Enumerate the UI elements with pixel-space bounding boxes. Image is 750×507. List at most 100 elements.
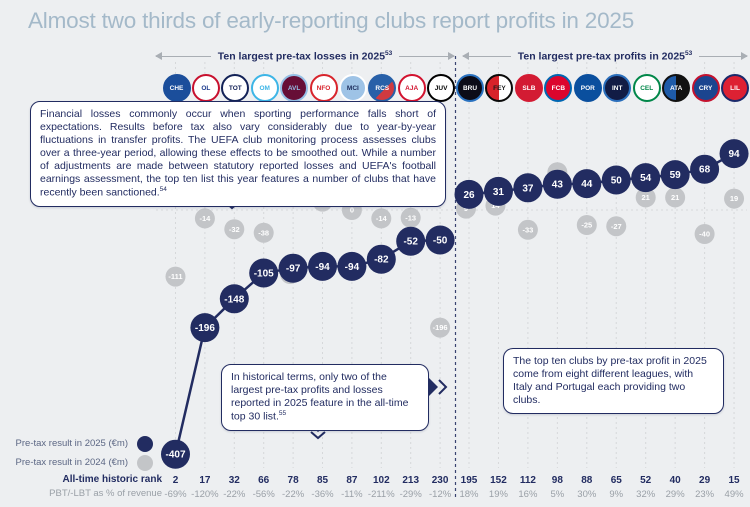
dot-2025-label: 59	[670, 170, 682, 181]
dot-2025-label: 44	[581, 179, 593, 190]
dot-2024-label: 9	[464, 204, 468, 213]
rank-value: 87	[346, 475, 358, 486]
legend-dot-2024-icon	[137, 454, 153, 471]
rank-value: 85	[316, 475, 329, 486]
losses-section-header: Ten largest pre-tax losses in 202553	[155, 49, 455, 63]
dot-2024-label: -40	[699, 230, 710, 239]
dot-2024-label: 0	[350, 206, 354, 215]
club-logo-marseille: OM	[250, 74, 279, 102]
dot-2025	[454, 179, 484, 209]
dot-2024	[194, 208, 215, 229]
rank-value: 52	[640, 475, 652, 486]
rank-value: 195	[460, 475, 478, 486]
dot-2025-label: 26	[463, 190, 475, 201]
pct-value: 9%	[609, 489, 624, 500]
club-logo-chelsea: CHE	[162, 74, 191, 102]
dot-2024	[665, 187, 686, 208]
page-title: Almost two thirds of early-reporting clu…	[28, 8, 635, 33]
club-logo-lille: LIL	[721, 74, 750, 102]
rank-value: 102	[372, 475, 390, 486]
dot-2024	[606, 216, 627, 237]
dot-2024	[371, 208, 392, 229]
dot-2025	[513, 173, 543, 203]
rank-value: 98	[551, 475, 563, 486]
club-logo-ajax: AJA	[397, 74, 426, 102]
club-logo-feyenoord: FEY	[485, 74, 514, 102]
dot-2025-label: -82	[374, 255, 389, 266]
historic-rank-text: In historical terms, only two of the lar…	[231, 371, 409, 423]
profits-leagues-text: The top ten clubs by pre-tax profit in 2…	[513, 355, 707, 407]
dot-2025	[690, 154, 720, 184]
right-arrow-icon	[699, 52, 748, 60]
dot-2025	[660, 160, 690, 190]
dot-2024	[430, 317, 451, 338]
club-logo-atalanta: ATA	[662, 74, 691, 102]
club-logo-olympique-lyonnais: OL	[191, 74, 220, 102]
dot-2024-label: -111	[168, 272, 182, 281]
dot-2025-label: -105	[254, 269, 274, 280]
dot-2024-label: 21	[671, 193, 679, 202]
dot-2025-label: 54	[640, 173, 652, 184]
dot-2025	[308, 251, 337, 281]
dot-2024	[724, 188, 745, 209]
legend-row-2025: Pre-tax result in 2025 (€m)	[10, 434, 153, 453]
dot-2025-label: -94	[345, 262, 360, 273]
pct-value: 16%	[518, 489, 538, 500]
profits-header-text: Ten largest pre-tax profits in 2025	[517, 50, 686, 63]
club-logo-manchester-city: MCI	[338, 74, 367, 102]
dot-2025	[337, 251, 367, 281]
losses-header-label: Ten largest pre-tax losses in 202553	[218, 50, 393, 63]
losses-explainer-text: Financial losses commonly occur when spo…	[40, 108, 436, 199]
dot-2025-label: 94	[728, 149, 740, 160]
dot-2024-label: -14	[376, 214, 388, 223]
dot-2025	[219, 284, 249, 314]
dot-2025-label: -97	[286, 264, 301, 275]
dot-2025-label: 37	[522, 183, 534, 194]
pct-value: -11%	[341, 489, 363, 500]
pct-value: 19%	[488, 489, 508, 500]
club-logo-bayern-m-nchen: FCB	[544, 74, 573, 102]
pct-value: -120%	[191, 489, 219, 500]
dot-2025	[601, 165, 631, 195]
club-logo-aston-villa: AVL	[280, 74, 309, 102]
dot-2024-label: -27	[611, 222, 622, 231]
dot-2024	[400, 207, 421, 228]
profits-leagues-callout: The top ten clubs by pre-tax profit in 2…	[503, 348, 724, 415]
right-chevron-icon	[429, 378, 438, 396]
dot-2024	[253, 222, 274, 243]
club-logo-club-brugge: BRU	[456, 74, 484, 102]
dot-2025	[396, 226, 426, 256]
dot-2025-label: -148	[224, 294, 244, 305]
pct-value: -12%	[429, 489, 452, 500]
dot-2024	[224, 219, 245, 240]
dot-2025	[366, 244, 396, 274]
rank-value: 17	[199, 475, 211, 486]
profits-header-label: Ten largest pre-tax profits in 202553	[518, 50, 693, 63]
left-arrow-icon	[462, 52, 511, 60]
dot-2025	[572, 169, 602, 199]
pct-value: 49%	[724, 489, 744, 500]
dot-2024-label: -25	[581, 221, 592, 230]
pct-value: -22%	[223, 489, 246, 500]
pct-value: 29%	[665, 489, 685, 500]
rank-value: 29	[699, 475, 711, 486]
rank-value: 66	[258, 475, 270, 486]
trend-line	[174, 238, 441, 455]
pct-value: -29%	[399, 489, 422, 500]
down-chevron-icon	[310, 431, 326, 440]
dot-2024-label: -33	[522, 225, 533, 234]
rank-value: 88	[581, 475, 593, 486]
dot-2025	[483, 176, 513, 206]
dot-2025	[425, 225, 455, 255]
right-chevron-icon	[438, 379, 448, 395]
club-logo-celtic: CEL	[632, 74, 661, 102]
dot-2025-label: 31	[493, 187, 505, 198]
right-arrow-icon	[399, 52, 455, 60]
trend-line	[468, 152, 735, 196]
left-arrow-icon	[155, 52, 211, 60]
historic-rank-footnote: 55	[278, 410, 287, 418]
pct-value: -69%	[164, 489, 187, 500]
pct-value: 5%	[550, 489, 565, 500]
dot-2025	[249, 258, 279, 288]
dot-2024	[517, 219, 538, 240]
